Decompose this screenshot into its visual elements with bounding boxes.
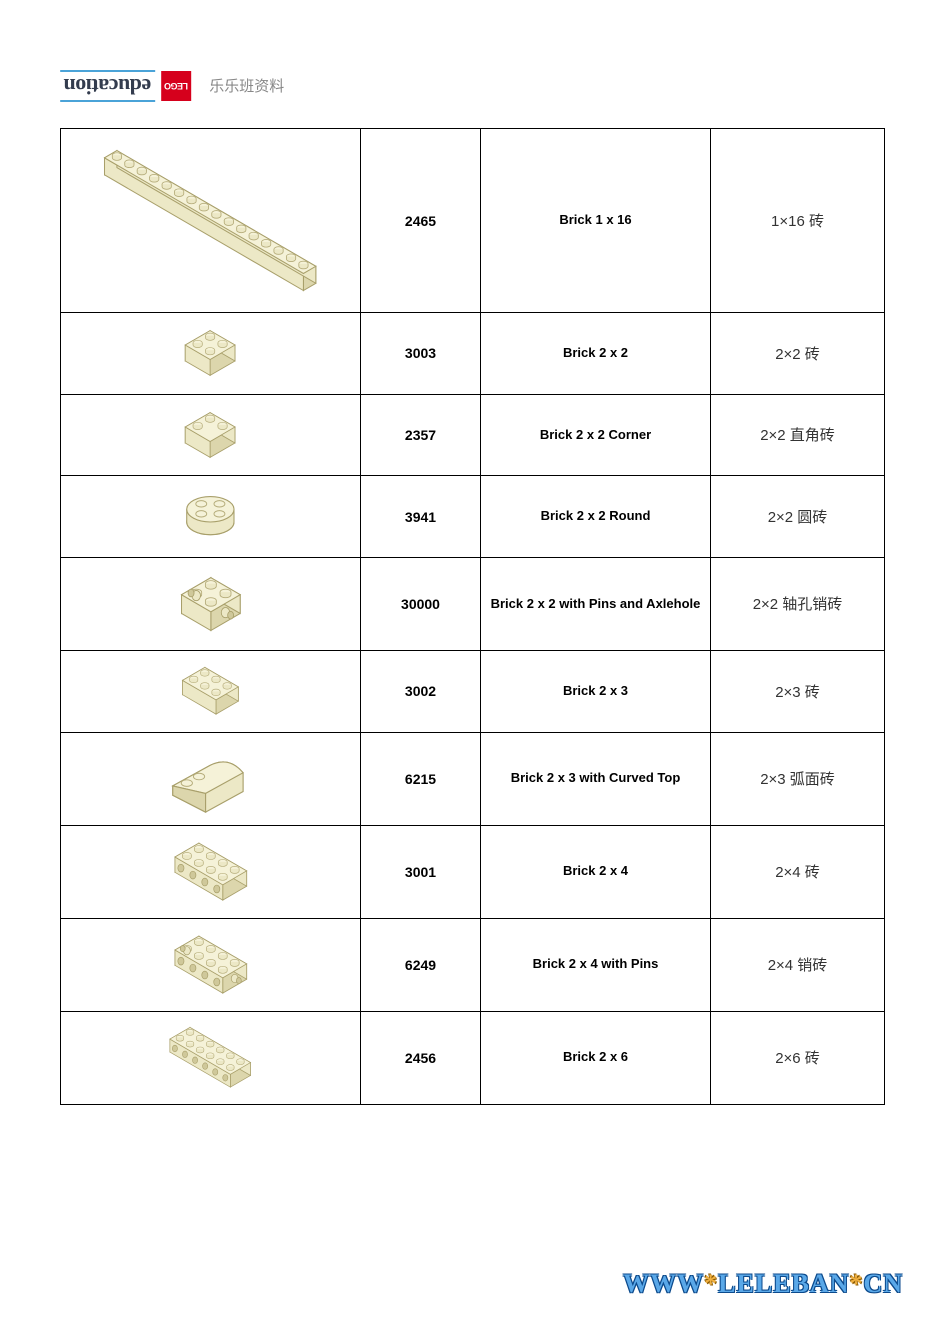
brick-name-cn-cell: 1×16 砖 (711, 129, 885, 313)
brick-name-en-cell: Brick 2 x 3 (481, 650, 711, 732)
brick-name-en-cell: Brick 2 x 2 (481, 313, 711, 395)
brick-code-cell: 6215 (361, 732, 481, 825)
brick-image-cell (61, 918, 361, 1011)
table-row: 30000Brick 2 x 2 with Pins and Axlehole2… (61, 557, 885, 650)
brick-name-en-cell: Brick 2 x 2 with Pins and Axlehole (481, 557, 711, 650)
brick-name-en-cell: Brick 2 x 2 Round (481, 476, 711, 558)
table-row: 3002Brick 2 x 32×3 砖 (61, 650, 885, 732)
brick-name-cn-cell: 2×4 砖 (711, 825, 885, 918)
page-header: LEGO education 乐乐班资料 (60, 70, 885, 102)
brick-code-cell: 3002 (361, 650, 481, 732)
brick-code-cell: 6249 (361, 918, 481, 1011)
brick-image-cell (61, 557, 361, 650)
brick-illustration-icon (178, 401, 242, 465)
brick-illustration-icon (154, 739, 267, 814)
brick-name-cn-cell: 2×2 轴孔销砖 (711, 557, 885, 650)
brick-code-cell: 2465 (361, 129, 481, 313)
brick-image-cell (61, 1011, 361, 1104)
brick-code-cell: 2456 (361, 1011, 481, 1104)
brick-code-cell: 3941 (361, 476, 481, 558)
brick-image-cell (61, 129, 361, 313)
brick-image-cell (61, 650, 361, 732)
brick-name-en-cell: Brick 2 x 3 with Curved Top (481, 732, 711, 825)
brick-name-cn-cell: 2×3 弧面砖 (711, 732, 885, 825)
lego-logo-icon: LEGO (161, 71, 191, 101)
brick-name-en-cell: Brick 2 x 2 Corner (481, 394, 711, 476)
brick-parts-table: 2465Brick 1 x 161×16 砖3003Brick 2 x 22×2… (60, 128, 885, 1105)
brick-code-cell: 30000 (361, 557, 481, 650)
brick-name-en-cell: Brick 2 x 6 (481, 1011, 711, 1104)
brick-code-cell: 3003 (361, 313, 481, 395)
table-row: 2456Brick 2 x 62×6 砖 (61, 1011, 885, 1104)
table-row: 6215Brick 2 x 3 with Curved Top2×3 弧面砖 (61, 732, 885, 825)
brick-illustration-icon (174, 482, 247, 546)
brick-image-cell (61, 394, 361, 476)
brick-image-cell (61, 313, 361, 395)
education-logo-text: education (60, 70, 155, 102)
table-row: 2465Brick 1 x 161×16 砖 (61, 129, 885, 313)
table-row: 3941Brick 2 x 2 Round2×2 圆砖 (61, 476, 885, 558)
brick-illustration-icon (176, 657, 245, 721)
brick-illustration-icon (164, 1018, 257, 1093)
table-row: 3001Brick 2 x 42×4 砖 (61, 825, 885, 918)
brick-illustration-icon (168, 832, 253, 907)
brick-name-cn-cell: 2×6 砖 (711, 1011, 885, 1104)
brick-illustration-icon (168, 925, 253, 1000)
lego-education-logo: LEGO education (60, 70, 191, 102)
brick-illustration-icon (178, 319, 242, 383)
brick-name-en-cell: Brick 1 x 16 (481, 129, 711, 313)
document-page: LEGO education 乐乐班资料 2465Brick 1 x 161×1… (0, 0, 945, 1337)
table-row: 2357Brick 2 x 2 Corner2×2 直角砖 (61, 394, 885, 476)
brick-name-en-cell: Brick 2 x 4 (481, 825, 711, 918)
page-subtitle: 乐乐班资料 (209, 75, 284, 102)
brick-code-cell: 3001 (361, 825, 481, 918)
brick-code-cell: 2357 (361, 394, 481, 476)
brick-image-cell (61, 825, 361, 918)
watermark-text: WWW*LELEBAN*CN (623, 1269, 903, 1299)
table-row: 3003Brick 2 x 22×2 砖 (61, 313, 885, 395)
brick-illustration-icon (96, 137, 325, 299)
brick-name-en-cell: Brick 2 x 4 with Pins (481, 918, 711, 1011)
brick-name-cn-cell: 2×2 圆砖 (711, 476, 885, 558)
brick-image-cell (61, 476, 361, 558)
brick-name-cn-cell: 2×4 销砖 (711, 918, 885, 1011)
brick-illustration-icon (173, 564, 249, 639)
brick-name-cn-cell: 2×2 直角砖 (711, 394, 885, 476)
brick-image-cell (61, 732, 361, 825)
table-row: 6249Brick 2 x 4 with Pins2×4 销砖 (61, 918, 885, 1011)
brick-name-cn-cell: 2×2 砖 (711, 313, 885, 395)
brick-name-cn-cell: 2×3 砖 (711, 650, 885, 732)
